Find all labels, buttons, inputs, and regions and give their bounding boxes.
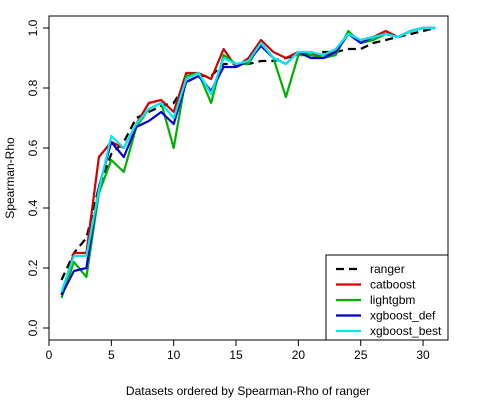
x-tick-label: 5 — [108, 348, 115, 362]
series-line-lightgbm — [60, 26, 436, 299]
x-axis: 0 5 10 15 20 25 30 — [46, 340, 430, 362]
x-tick-label: 20 — [292, 348, 306, 362]
y-tick-label: 1.0 — [26, 19, 40, 36]
legend-label-xgboost-best: xgboost_best — [370, 324, 442, 338]
y-tick-label: 0.6 — [26, 139, 40, 156]
x-tick-label: 30 — [416, 348, 430, 362]
x-axis-title: Datasets ordered by Spearman-Rho of rang… — [126, 384, 370, 398]
y-tick-label: 0.2 — [26, 259, 40, 276]
legend-label-ranger: ranger — [370, 262, 405, 276]
legend-label-xgboost-def: xgboost_def — [370, 309, 436, 323]
x-tick-label: 15 — [229, 348, 243, 362]
y-axis-title: Spearman-Rho — [3, 137, 17, 219]
x-tick-label: 25 — [354, 348, 368, 362]
plot-frame — [48, 15, 449, 341]
legend-box — [325, 254, 449, 341]
series-layer — [60, 26, 436, 299]
y-tick-label: 0.4 — [26, 199, 40, 216]
x-tick-label: 10 — [167, 348, 181, 362]
series-line-xgboost-best — [60, 26, 436, 293]
y-axis: 0.0 0.2 0.4 0.6 0.8 1.0 — [26, 19, 49, 336]
x-tick-label: 0 — [46, 348, 53, 362]
y-tick-label: 0.8 — [26, 79, 40, 96]
legend-label-catboost: catboost — [370, 278, 416, 292]
legend-label-lightgbm: lightgbm — [370, 293, 415, 307]
y-tick-label: 0.0 — [26, 319, 40, 336]
